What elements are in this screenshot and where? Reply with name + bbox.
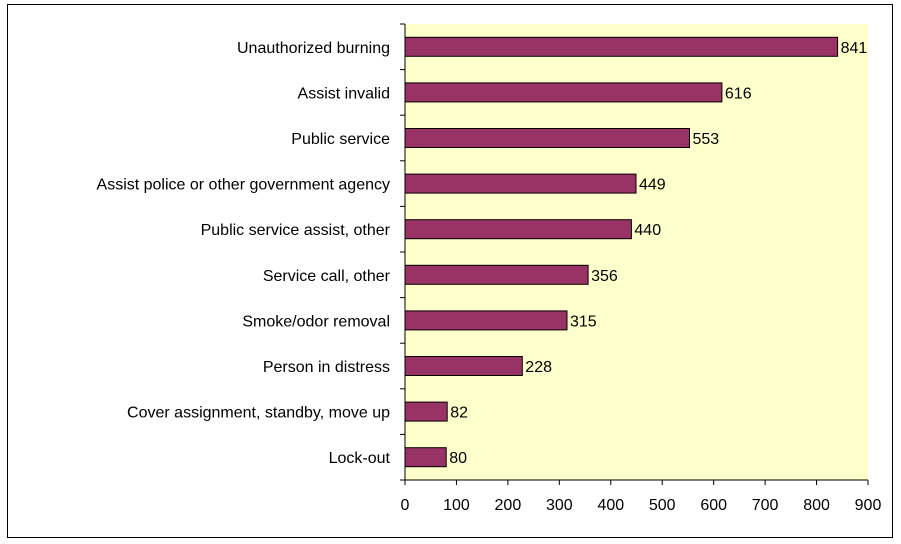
category-label-1: Unauthorized burning [237, 40, 390, 57]
value-labels-group: 841 616 553 449 440 356 315 228 82 80 [449, 40, 867, 467]
category-label-8: Person in distress [263, 359, 390, 376]
bar-9 [404, 401, 448, 422]
value-label-9: 82 [450, 405, 468, 422]
x-tick-label: 600 [700, 497, 727, 514]
bar-6 [404, 264, 589, 285]
bars-group [404, 36, 839, 468]
x-tick-label: 100 [443, 497, 470, 514]
category-label-7: Smoke/odor removal [242, 313, 390, 330]
value-label-1: 841 [841, 40, 868, 57]
category-label-2: Assist invalid [298, 85, 390, 102]
x-tick-label: 700 [752, 497, 779, 514]
x-tick-label: 0 [401, 497, 410, 514]
x-tick-label: 300 [546, 497, 573, 514]
value-label-2: 616 [725, 85, 752, 102]
bar-10 [404, 447, 447, 468]
value-label-4: 449 [639, 177, 666, 194]
value-label-3: 553 [693, 131, 720, 148]
bar-2 [404, 82, 723, 103]
y-axis: Unauthorized burning Assist invalid Public… [97, 23, 406, 481]
category-label-6: Service call, other [263, 268, 391, 285]
category-label-3: Public service [291, 131, 390, 148]
category-label-9: Cover assignment, standby, move up [127, 405, 390, 422]
x-tick-label: 800 [803, 497, 830, 514]
category-label-4: Assist police or other government agency [97, 177, 390, 194]
value-label-10: 80 [449, 450, 467, 467]
value-label-5: 440 [634, 222, 661, 239]
x-tick-label: 500 [649, 497, 676, 514]
bar-4 [404, 173, 637, 194]
x-axis: 0 100 200 300 400 500 600 700 800 900 [401, 479, 882, 514]
value-label-6: 356 [591, 268, 618, 285]
bar-5 [404, 219, 632, 240]
value-label-8: 228 [525, 359, 552, 376]
x-tick-label: 400 [597, 497, 624, 514]
bar-3 [404, 128, 690, 148]
category-label-5: Public service assist, other [201, 222, 391, 239]
bar-1 [404, 36, 839, 57]
x-tick-label: 200 [495, 497, 522, 514]
bar-8 [404, 356, 523, 376]
bar-7 [404, 310, 568, 331]
x-tick-label: 900 [855, 497, 882, 514]
value-label-7: 315 [570, 313, 597, 330]
category-label-10: Lock-out [329, 450, 391, 467]
